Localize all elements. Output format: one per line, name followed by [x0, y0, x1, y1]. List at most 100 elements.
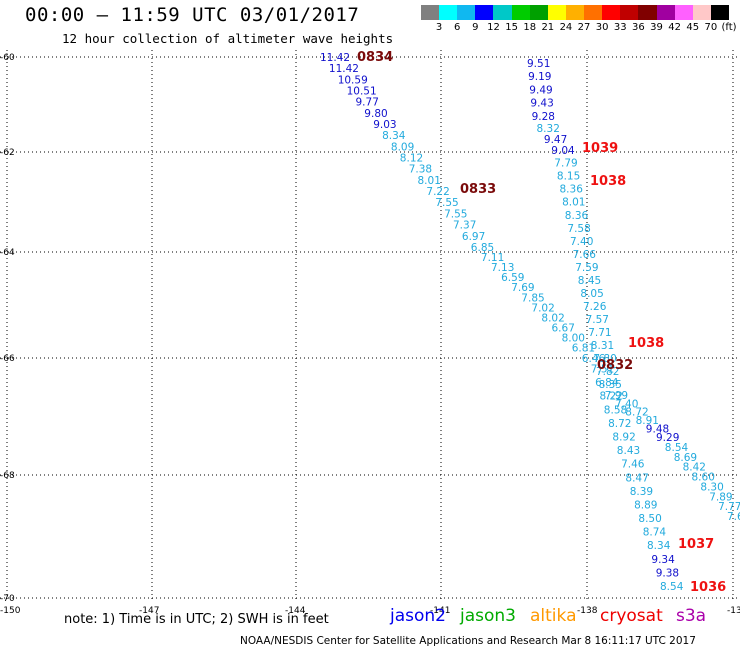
wave-height-value: 6.67	[552, 323, 575, 335]
wave-height-value: 8.50	[638, 513, 661, 525]
wave-height-value: 8.54	[665, 442, 689, 454]
scale-swatch	[674, 5, 694, 20]
wave-height-value: 7.55	[444, 208, 467, 220]
satellite-legend-jason2: jason2	[390, 606, 446, 626]
latitude-label: -68	[0, 471, 15, 481]
wave-height-value: 7.6	[727, 511, 740, 523]
wave-height-value: 8.39	[630, 486, 653, 498]
scale-swatch	[457, 5, 476, 20]
scale-swatch	[547, 5, 567, 20]
pass-time-label: 0832	[597, 358, 633, 373]
track-a: 11.4211.4210.5910.519.779.809.038.348.09…	[320, 52, 684, 593]
longitude-label: -144	[285, 606, 306, 616]
wave-height-value: 6.97	[462, 231, 485, 243]
latitude-label: -66	[0, 354, 15, 364]
scale-label: 12	[487, 22, 500, 33]
wave-height-value: 7.69	[511, 282, 534, 294]
wave-height-value: 9.47	[544, 134, 567, 146]
wave-height-value: 9.48	[646, 424, 669, 436]
wave-height-value: 7.79	[554, 158, 577, 170]
wave-height-value: 9.77	[356, 97, 379, 109]
wave-height-value: 6.84	[595, 377, 619, 389]
wave-height-value: 6.46	[582, 353, 606, 365]
wave-height-value: 7.59	[575, 262, 598, 274]
latitude-label: -60	[0, 53, 15, 63]
scale-label: 21	[541, 22, 555, 33]
longitude-label: -13	[727, 606, 740, 616]
wave-height-value: 8.91	[636, 415, 659, 427]
satellite-legend-altika: altika	[530, 606, 577, 626]
wave-height-value: 7.89	[709, 491, 732, 503]
wave-height-value: 7.51	[591, 364, 614, 376]
wave-height-value: 11.42	[320, 52, 350, 64]
scale-swatch	[710, 5, 730, 20]
scale-swatch	[584, 5, 603, 20]
scale-label: 45	[686, 22, 700, 33]
scale-swatch	[602, 5, 621, 20]
scale-swatch	[565, 5, 585, 20]
wave-height-value: 7.46	[621, 459, 645, 471]
wave-height-value: 7.82	[596, 366, 619, 378]
wave-height-value: 8.42	[683, 462, 706, 474]
wave-height-value: 7.66	[573, 249, 597, 261]
scale-swatch	[421, 5, 440, 20]
scale-label: 42	[668, 22, 682, 33]
wave-height-value: 8.54	[660, 581, 684, 593]
wave-height-value: 7.13	[491, 262, 514, 274]
wave-height-value: 8.32	[537, 123, 560, 135]
scale-swatch	[439, 5, 458, 20]
wave-height-value: 8.72	[625, 407, 648, 419]
wave-height-value: 8.31	[591, 340, 614, 352]
wave-height-value: 6.81	[572, 343, 595, 355]
map-grid	[0, 50, 740, 600]
map-subtitle: 12 hour collection of altimeter wave hei…	[62, 31, 394, 46]
footer-credit: NOAA/NESDIS Center for Satellite Applica…	[240, 635, 696, 647]
wave-height-value: 7.99	[605, 390, 628, 402]
wave-height-value: 11.42	[329, 63, 359, 75]
wave-height-value: 7.80	[593, 353, 616, 365]
wave-height-value: 8.30	[700, 481, 723, 493]
wave-height-value: 8.35	[599, 379, 622, 391]
wave-height-value: 8.43	[617, 445, 640, 457]
wave-height-value: 7.40	[570, 236, 593, 248]
wave-height-value: 8.01	[418, 175, 441, 187]
scale-label: 70	[704, 22, 718, 33]
pass-time-label: 1038	[628, 336, 664, 351]
axis-labels: -60 -62 -64 -66 -68 -70 -150 -147 -144 -141 -138 -1…	[0, 53, 740, 616]
track-b: 9.519.19 9.499.439.288.329.479.047.798.15…	[527, 58, 740, 523]
altimeter-tracks: 11.4211.4210.5910.519.779.809.038.348.09…	[320, 52, 740, 593]
wave-height-value: 7.71	[588, 327, 611, 339]
pass-time-label: 1038	[590, 174, 626, 189]
pass-time-label: 1037	[678, 537, 714, 552]
wave-height-value: 8.69	[674, 452, 697, 464]
wave-height-value: 9.19	[528, 71, 551, 83]
wave-height-value: 7.85	[521, 292, 544, 304]
map-note: note: 1) Time is in UTC; 2) SWH is in fe…	[64, 612, 329, 627]
wave-height-value: 8.15	[557, 171, 580, 183]
map-title: 00:00 – 11:59 UTC 03/01/2017	[25, 4, 360, 26]
wave-height-value: 8.58	[604, 404, 627, 416]
satellite-legend-cryosat: cryosat	[600, 606, 663, 626]
wave-height-value: 7.11	[481, 252, 504, 264]
wave-height-value: 9.49	[529, 85, 552, 97]
wave-height-value: 9.80	[364, 108, 387, 120]
wave-height-value: 7.22	[426, 186, 449, 198]
wave-height-value: 8.34	[647, 540, 671, 552]
wave-height-value: 7.40	[615, 398, 638, 410]
wave-height-value: 9.38	[656, 567, 679, 579]
wave-height-value: 8.12	[400, 153, 423, 165]
scale-swatch	[656, 5, 676, 20]
wave-height-value: 8.36	[560, 184, 584, 196]
wave-height-value: 8.89	[634, 499, 657, 511]
scale-swatch	[529, 5, 549, 20]
wave-height-value: 8.09	[391, 141, 414, 153]
wave-height-value: 8.34	[382, 130, 406, 142]
wave-height-value: 10.51	[347, 86, 377, 98]
longitude-label: -141	[430, 606, 450, 616]
pass-time-labels: 0834 0833 0832 1039 1038 1038 1037 1036	[357, 50, 726, 595]
scale-label: 39	[650, 22, 663, 33]
wave-height-value: 7.02	[531, 302, 554, 314]
wave-height-value: 8.02	[541, 312, 564, 324]
scale-swatch	[475, 5, 494, 20]
